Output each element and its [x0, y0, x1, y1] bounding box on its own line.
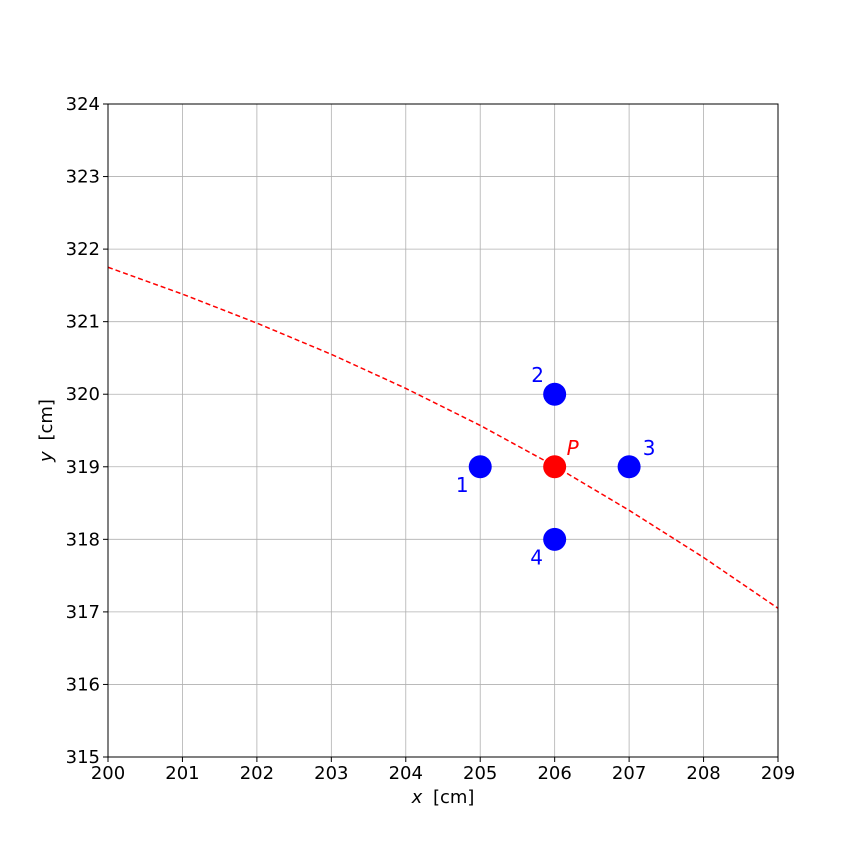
dashed-curve — [107, 266, 779, 609]
x-tick-label: 201 — [165, 763, 199, 784]
x-tick-label: 208 — [686, 763, 720, 784]
x-tick-label: 200 — [91, 763, 125, 784]
y-tick-label: 317 — [66, 602, 100, 623]
point-label-3: 3 — [643, 436, 656, 460]
point-3 — [617, 455, 641, 479]
x-tick-label: 206 — [537, 763, 571, 784]
x-axis-label: x [cm] — [411, 787, 475, 808]
x-tick-label: 205 — [463, 763, 497, 784]
point-label-4: 4 — [530, 545, 543, 569]
point-label-p: P — [567, 436, 580, 460]
point-label-2: 2 — [531, 363, 544, 387]
y-axis-unit: [cm] — [36, 399, 57, 440]
x-tick-label: 204 — [389, 763, 423, 784]
grid — [107, 103, 779, 758]
y-tick-label: 319 — [66, 457, 100, 478]
x-tick-label: 207 — [612, 763, 646, 784]
point-2 — [543, 382, 567, 406]
y-tick-label: 322 — [66, 239, 100, 260]
x-axis-var: x — [411, 787, 423, 808]
y-axis-label: y [cm] — [36, 399, 57, 463]
point-p — [543, 455, 567, 479]
points: 1 2 3 4 P — [456, 363, 656, 569]
x-tick-label: 203 — [314, 763, 348, 784]
y-tick-label: 315 — [66, 747, 100, 768]
point-4 — [543, 527, 567, 551]
y-axis-var: y — [36, 451, 57, 463]
y-tick-label: 323 — [66, 167, 100, 188]
point-label-1: 1 — [456, 473, 469, 497]
y-tick-label: 324 — [66, 94, 100, 115]
y-tick-label: 320 — [66, 384, 100, 405]
y-tick-label: 321 — [66, 312, 100, 333]
curve-layer — [107, 266, 779, 609]
x-tick-label: 202 — [240, 763, 274, 784]
y-tick-label: 318 — [66, 529, 100, 550]
x-tick-label: 209 — [761, 763, 795, 784]
ticks: 200 201 202 203 204 205 206 207 208 209 315 316 317 3… — [66, 94, 796, 784]
x-axis-unit: [cm] — [433, 787, 474, 808]
plot-frame — [107, 103, 779, 758]
y-tick-label: 316 — [66, 674, 100, 695]
point-1 — [468, 455, 492, 479]
